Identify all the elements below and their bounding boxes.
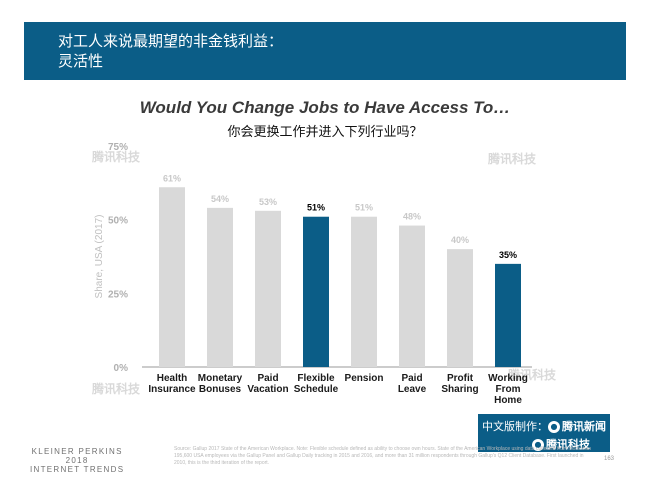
- x-tick-label: Paid: [401, 373, 422, 384]
- x-tick-label: Vacation: [247, 384, 288, 395]
- x-tick-label: Insurance: [148, 384, 196, 395]
- data-label: 51%: [307, 203, 325, 213]
- credit-brand-news: 腾讯新闻: [562, 420, 606, 433]
- bar: [495, 263, 521, 367]
- bar: [303, 216, 329, 367]
- chart-subtitle: 你会更换工作并进入下列行业吗？: [227, 125, 423, 140]
- data-label: 53%: [259, 197, 277, 207]
- y-tick-label: 25%: [108, 289, 128, 300]
- x-tick-label: Working: [488, 373, 528, 384]
- watermark: 腾讯科技: [92, 150, 141, 164]
- x-tick-label: Paid: [257, 373, 278, 384]
- publisher-line: KLEINER PERKINS: [31, 447, 123, 456]
- bar: [447, 249, 473, 367]
- x-tick-label: Health: [157, 373, 188, 384]
- watermark: 腾讯科技: [508, 368, 557, 382]
- bar: [159, 187, 185, 367]
- watermark: 腾讯科技: [92, 382, 141, 396]
- x-tick-label: Home: [494, 395, 522, 406]
- credit-prefix: 中文版制作：: [482, 420, 548, 433]
- x-tick-label: From: [496, 384, 521, 395]
- publisher-logo: KLEINER PERKINS 2018 INTERNET TRENDS: [30, 447, 124, 474]
- data-label: 48%: [403, 212, 421, 222]
- chart-title: Would You Change Jobs to Have Access To…: [139, 98, 511, 117]
- y-tick-label: 0%: [114, 363, 129, 374]
- credit-brand-tech: 腾讯科技: [546, 438, 590, 451]
- data-label: 40%: [451, 235, 469, 245]
- source-note: Source: Gallup 2017 State of the America…: [174, 446, 591, 466]
- x-tick-label: Schedule: [294, 384, 339, 395]
- x-tick-label: Pension: [345, 373, 384, 384]
- x-tick-label: Monetary: [198, 373, 243, 384]
- watermark: 腾讯科技: [488, 152, 537, 166]
- credit-badge: 中文版制作： ● 腾讯新闻 ● 腾讯科技: [478, 414, 610, 452]
- bar: [207, 207, 233, 367]
- x-tick-label: Leave: [398, 384, 427, 395]
- tencent-news-logo-icon: ●: [548, 421, 560, 433]
- bar: [255, 210, 281, 367]
- y-tick-label: 50%: [108, 216, 128, 227]
- data-label: 35%: [499, 250, 517, 260]
- page-number: 163: [604, 456, 615, 462]
- tencent-tech-logo-icon: ●: [532, 439, 544, 451]
- data-label: 61%: [163, 173, 181, 183]
- x-tick-label: Sharing: [441, 384, 478, 395]
- header-banner: 对工人来说最期望的非金钱利益： 灵活性: [24, 22, 626, 80]
- bar: [351, 216, 377, 367]
- publisher-line: 2018: [65, 456, 89, 465]
- bar: [399, 225, 425, 367]
- x-tick-label: Bonuses: [199, 384, 242, 395]
- y-tick-label: 75%: [108, 142, 128, 153]
- x-tick-label: Profit: [447, 373, 474, 384]
- data-label: 51%: [355, 203, 373, 213]
- data-label: 54%: [211, 194, 229, 204]
- x-tick-label: Flexible: [297, 373, 335, 384]
- page-title: 对工人来说最期望的非金钱利益： 灵活性: [58, 32, 284, 70]
- y-axis-label: Share, USA (2017): [94, 215, 105, 299]
- publisher-line: INTERNET TRENDS: [30, 465, 125, 474]
